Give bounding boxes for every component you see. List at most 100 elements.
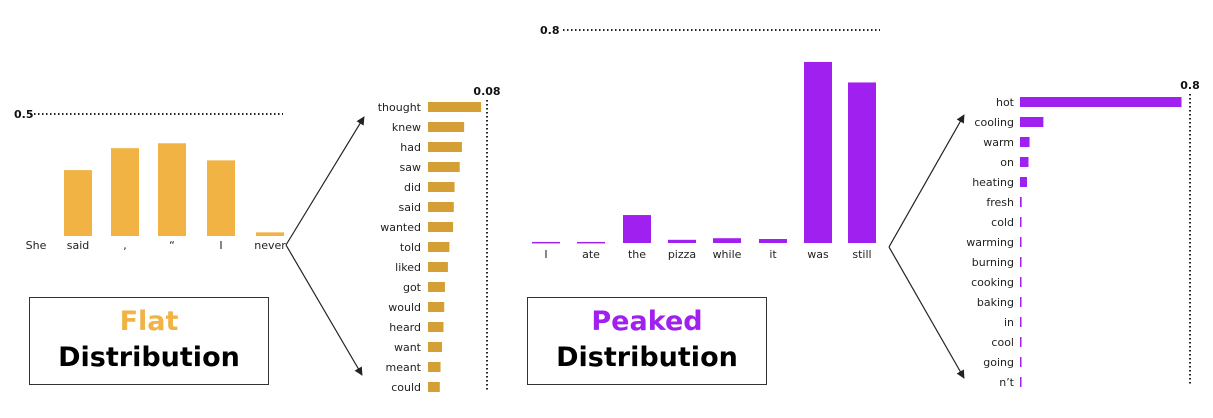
- peaked-next-word-tick-label: warm: [983, 136, 1014, 149]
- peaked-context-tick-label: still: [852, 248, 871, 261]
- peaked-context-tick-label: it: [769, 248, 777, 261]
- flat-distribution-box: Flat Distribution: [29, 297, 269, 385]
- flat-next-word-tick-label: said: [398, 201, 421, 214]
- peaked-context-bar: [804, 61, 832, 244]
- peaked-context-chart: 0.8 I ate the pizza while it was still: [532, 24, 880, 261]
- flat-next-word-bar: [428, 162, 460, 172]
- peaked-next-word-bar: [1020, 257, 1022, 267]
- flat-next-word-chart: 0.08 thought knew had saw did said wanted told li…: [378, 85, 501, 394]
- peaked-next-word-bar: [1020, 97, 1182, 107]
- flat-next-word-tick-label: thought: [378, 101, 422, 114]
- peaked-next-word-tick-label: hot: [996, 96, 1015, 109]
- flat-label: Flat: [119, 306, 179, 337]
- peaked-next-word-bar: [1020, 197, 1022, 207]
- peaked-context-bar: [759, 239, 787, 243]
- flat-next-word-bar: [428, 222, 454, 232]
- flat-context-bar: [207, 160, 235, 236]
- flat-next-word-bar: [428, 322, 444, 332]
- flat-next-word-tick-label: would: [388, 301, 421, 314]
- peaked-next-word-bar: [1020, 217, 1022, 227]
- flat-context-tick-label: She: [26, 239, 47, 252]
- flat-upper-arrow: [285, 116, 365, 246]
- flat-context-tick-label: ,: [123, 239, 127, 252]
- peaked-next-word-tick-label: going: [983, 356, 1014, 369]
- peaked-next-word-bar: [1020, 137, 1030, 147]
- flat-next-word-bar: [428, 342, 443, 352]
- flat-next-word-tick-label: want: [394, 341, 422, 354]
- flat-next-word-tick-label: liked: [395, 261, 421, 274]
- flat-context-bar: [111, 148, 139, 236]
- peaked-next-word-tick-label: heating: [972, 176, 1014, 189]
- flat-next-word-bar: [428, 262, 448, 272]
- peaked-next-word-bar: [1020, 117, 1044, 127]
- peaked-label: Peaked: [591, 306, 703, 337]
- peaked-next-word-bar: [1020, 277, 1022, 287]
- flat-context-tick-label: never: [254, 239, 286, 252]
- peaked-next-word-bar: [1020, 157, 1029, 167]
- peaked-context-bar: [848, 82, 876, 243]
- peaked-context-bar: [577, 241, 605, 244]
- flat-next-word-bar: [428, 382, 440, 392]
- peaked-next-word-tick-label: in: [1004, 316, 1014, 329]
- flat-next-word-tick-label: saw: [400, 161, 421, 174]
- peaked-context-tick-label: pizza: [668, 248, 696, 261]
- flat-next-word-bar: [428, 362, 441, 372]
- peaked-next-word-tick-label: cold: [991, 216, 1014, 229]
- flat-next-word-bar: [428, 302, 445, 312]
- peaked-next-word-tick-label: n’t: [999, 376, 1014, 389]
- flat-next-word-tick-label: wanted: [380, 221, 421, 234]
- flat-context-tick-label: “: [169, 239, 175, 252]
- flat-next-word-bar: [428, 242, 450, 252]
- peaked-upper-arrow: [888, 114, 965, 248]
- peaked-next-word-bar: [1020, 297, 1022, 307]
- flat-context-max-label: 0.5: [14, 108, 34, 121]
- flat-next-word-tick-label: had: [400, 141, 421, 154]
- peaked-context-tick-label: I: [544, 248, 547, 261]
- peaked-context-bar: [713, 238, 741, 243]
- peaked-next-word-bar: [1020, 237, 1022, 247]
- peaked-next-word-tick-label: cooking: [971, 276, 1014, 289]
- flat-next-word-tick-label: did: [404, 181, 421, 194]
- peaked-context-bar: [532, 241, 560, 244]
- flat-next-word-tick-label: told: [400, 241, 421, 254]
- flat-context-bar: [158, 143, 186, 236]
- peaked-lower-arrow: [888, 246, 965, 379]
- peaked-context-bar: [623, 215, 651, 243]
- flat-next-word-bar: [428, 282, 445, 292]
- flat-next-word-tick-label: got: [403, 281, 422, 294]
- peaked-distribution-box: Peaked Distribution: [527, 297, 767, 385]
- peaked-distribution-label: Distribution: [556, 342, 738, 373]
- peaked-next-word-chart: 0.8 hot cooling warm on heating fresh cold warmi…: [966, 79, 1200, 389]
- peaked-context-tick-label: while: [713, 248, 742, 261]
- peaked-next-word-tick-label: burning: [972, 256, 1014, 269]
- peaked-next-word-tick-label: on: [1000, 156, 1014, 169]
- flat-context-tick-label: said: [67, 239, 90, 252]
- peaked-next-word-bar: [1020, 377, 1022, 387]
- peaked-next-word-tick-label: baking: [977, 296, 1014, 309]
- peaked-next-word-tick-label: cool: [991, 336, 1014, 349]
- flat-next-word-tick-label: meant: [385, 361, 421, 374]
- peaked-context-tick-label: ate: [582, 248, 600, 261]
- peaked-next-word-tick-label: cooling: [974, 116, 1014, 129]
- flat-distribution-label: Distribution: [58, 342, 240, 373]
- flat-next-word-bar: [428, 182, 455, 192]
- peaked-context-max-label: 0.8: [540, 24, 560, 37]
- flat-next-word-tick-label: could: [391, 381, 421, 394]
- peaked-context-tick-label: the: [628, 248, 646, 261]
- flat-lower-arrow: [285, 244, 363, 376]
- flat-next-word-bar: [428, 122, 465, 132]
- flat-context-bar: [64, 170, 92, 236]
- peaked-next-word-bar: [1020, 317, 1022, 327]
- flat-next-word-bar: [428, 142, 462, 152]
- connector-arrows: [285, 114, 965, 379]
- peaked-next-word-bar: [1020, 357, 1022, 367]
- flat-next-word-bar: [428, 102, 482, 112]
- peaked-next-word-bar: [1020, 177, 1028, 187]
- peaked-next-word-bar: [1020, 337, 1022, 347]
- flat-context-tick-label: I: [219, 239, 222, 252]
- peaked-next-word-tick-label: warming: [966, 236, 1014, 249]
- flat-next-word-bar: [428, 202, 454, 212]
- flat-context-bar: [256, 232, 284, 236]
